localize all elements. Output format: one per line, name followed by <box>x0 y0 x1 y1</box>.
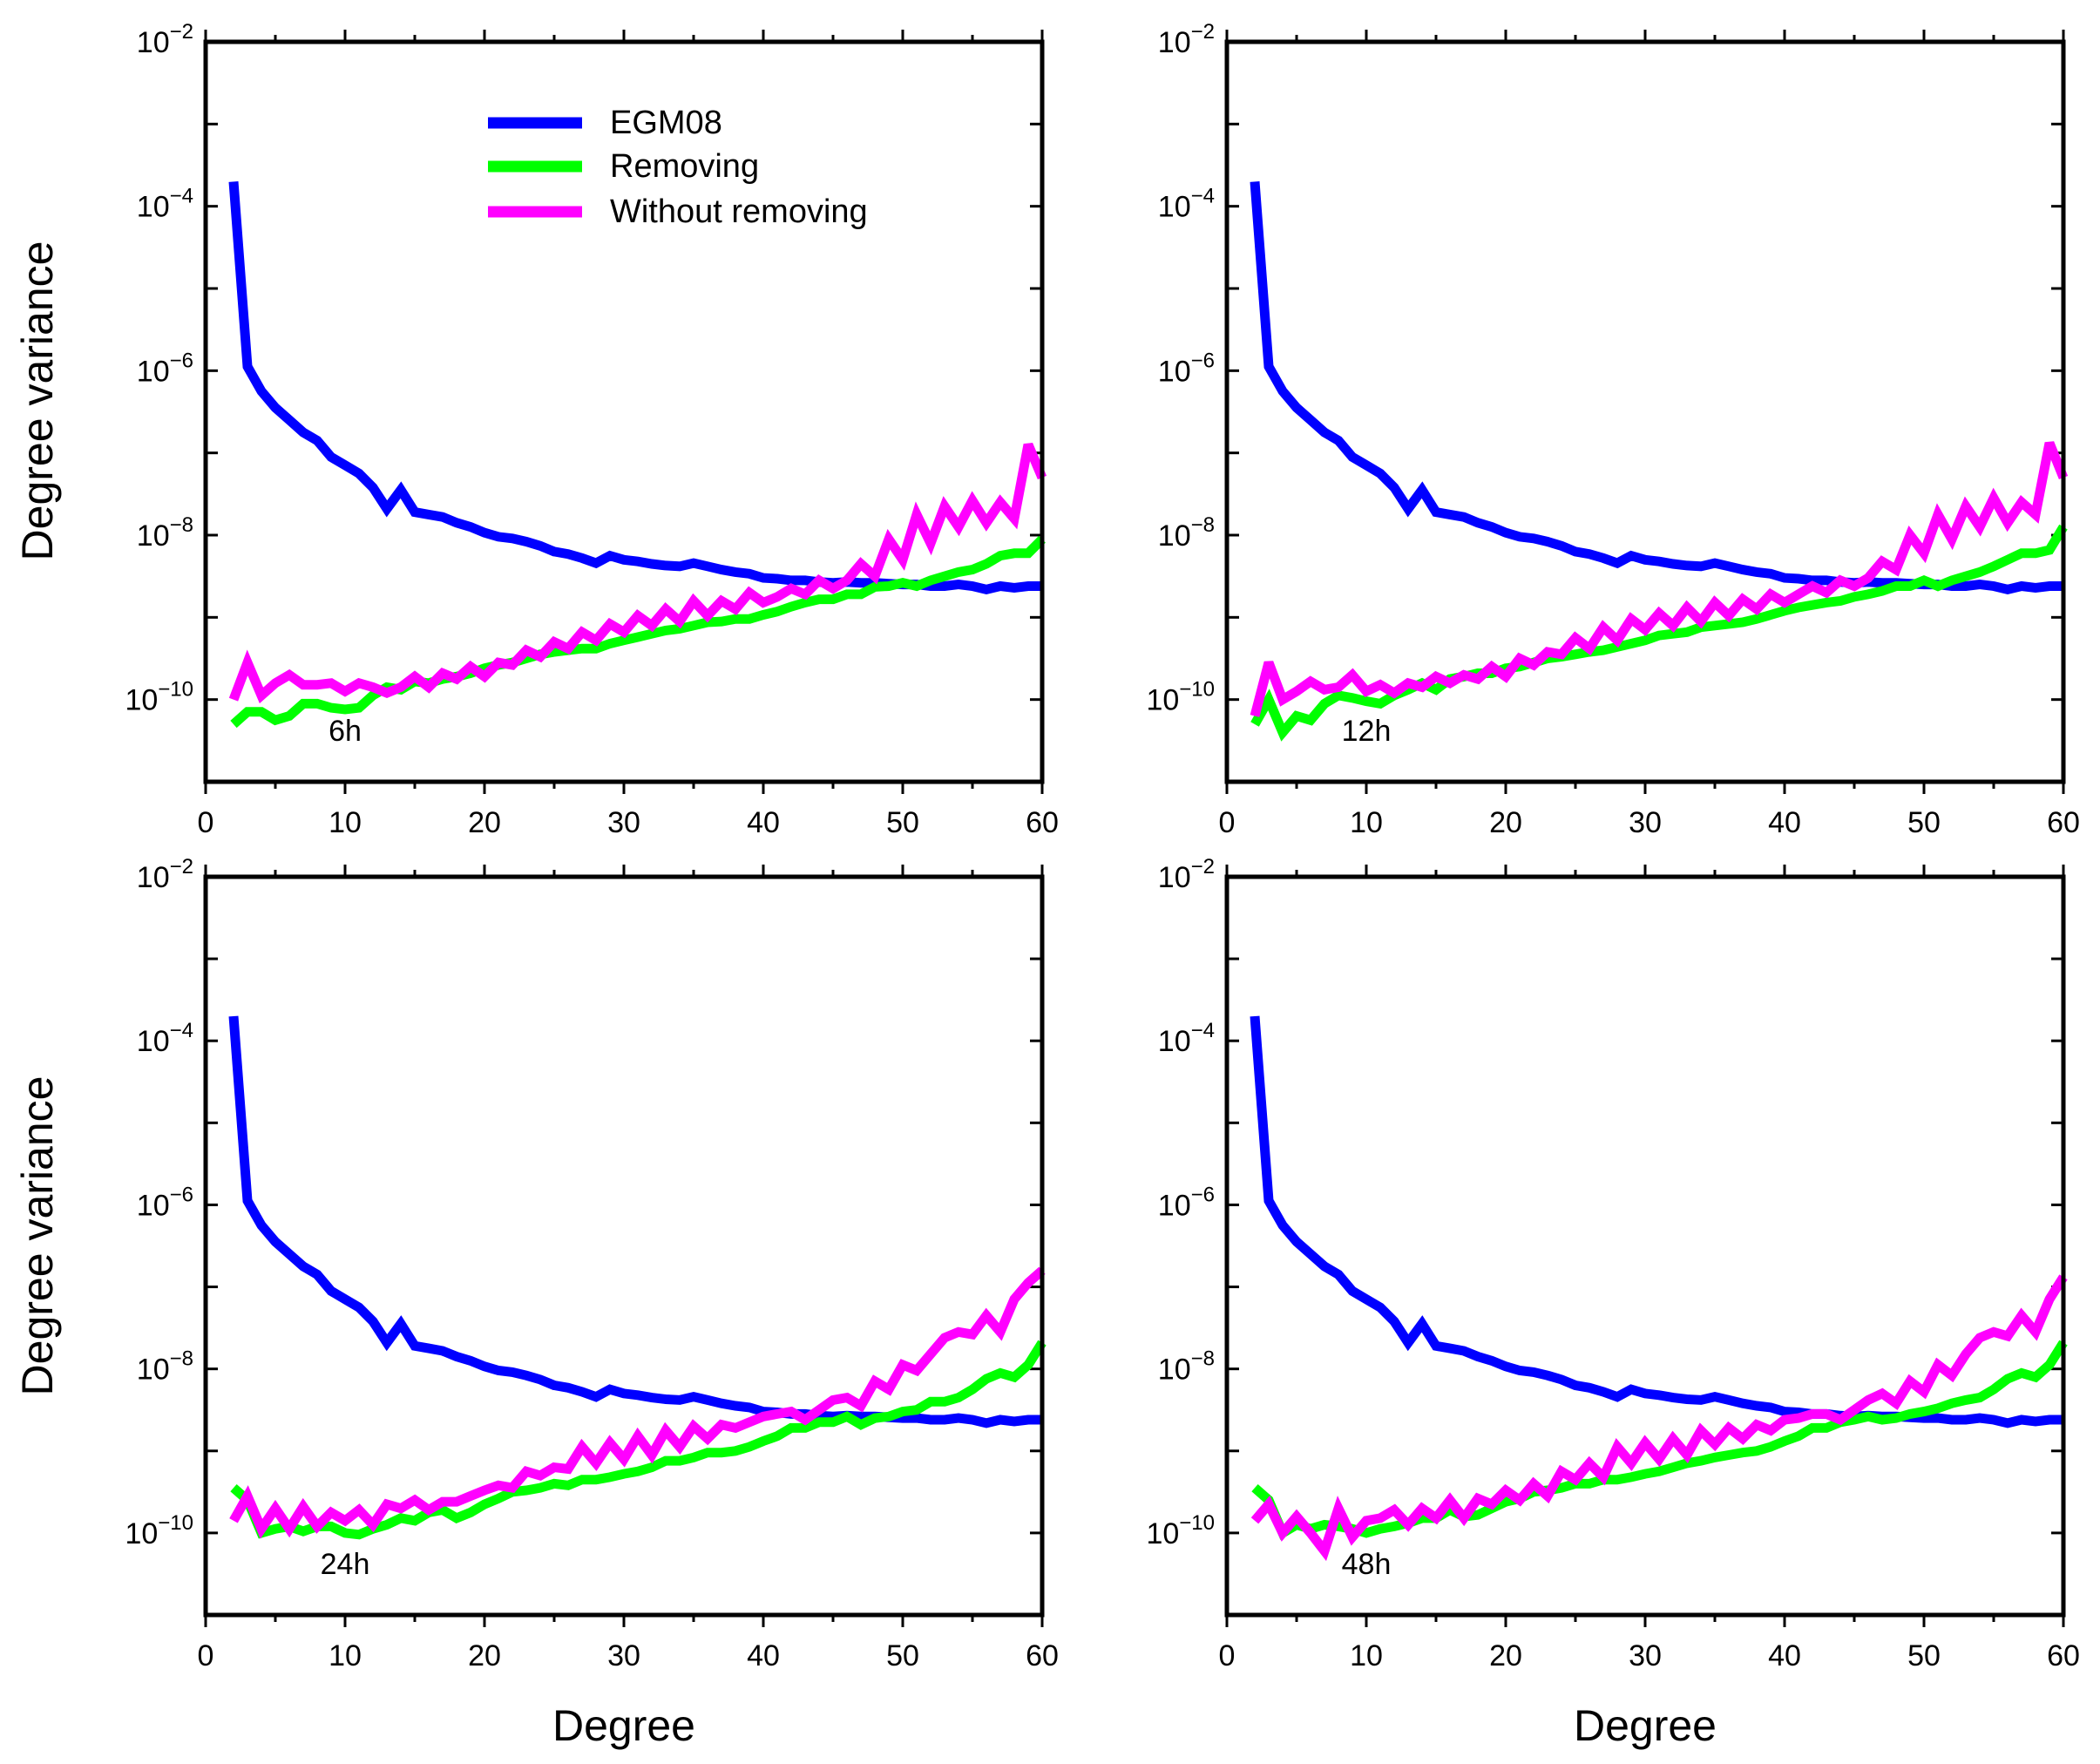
x-tick-label: 0 <box>1219 806 1236 839</box>
x-tick-label: 20 <box>468 806 501 839</box>
x-tick-label: 0 <box>198 1639 214 1672</box>
panel-label: 6h <box>329 715 362 748</box>
x-tick-label: 50 <box>1907 806 1941 839</box>
series-line-egm08 <box>228 1015 1042 1428</box>
plot-frame <box>203 39 1045 784</box>
series-line-removing <box>230 535 1046 729</box>
x-tick-label: 10 <box>329 806 362 839</box>
x-tick-label: 20 <box>1489 1639 1522 1672</box>
x-tick-label: 30 <box>1629 806 1662 839</box>
series-line-removing <box>1251 1340 2068 1540</box>
legend: EGM08 Removing Without removing <box>488 105 868 230</box>
x-tick-label: 10 <box>1350 1639 1383 1672</box>
legend-label-egm08: EGM08 <box>610 105 722 141</box>
x-tick-label: 30 <box>607 1639 640 1672</box>
series-line-removing <box>230 1340 1047 1540</box>
x-tick-label: 50 <box>886 1639 919 1672</box>
legend-label-removing: Removing <box>610 148 759 185</box>
series-line-without-removing <box>228 443 1047 704</box>
x-tick-label: 60 <box>1026 806 1059 839</box>
x-tick-label: 0 <box>1219 1639 1236 1672</box>
x-tick-label: 40 <box>747 1639 780 1672</box>
x-tick-label: 0 <box>198 806 214 839</box>
legend-label-without-removing: Without removing <box>610 193 868 230</box>
plot-frame <box>1224 874 2066 1618</box>
panel-label: 24h <box>321 1548 370 1581</box>
x-tick-label: 30 <box>607 806 640 839</box>
x-tick-label: 40 <box>1768 1639 1801 1672</box>
series-line-without-removing <box>1250 441 2069 717</box>
series-line-egm08 <box>1250 1015 2063 1428</box>
x-tick-label: 30 <box>1629 1639 1662 1672</box>
x-tick-label: 40 <box>1768 806 1801 839</box>
series-line-without-removing <box>1250 1274 2068 1562</box>
y-axis-title-top: Degree variance <box>13 241 62 561</box>
panel-label: 12h <box>1342 715 1392 748</box>
y-tick-label: 10−4 <box>1158 185 1215 224</box>
series-line-without-removing <box>229 1266 1046 1539</box>
plot-frame <box>203 874 1045 1618</box>
plot-frame <box>1224 39 2066 784</box>
x-tick-label: 50 <box>1907 1639 1941 1672</box>
x-tick-label: 10 <box>1350 806 1383 839</box>
x-tick-label: 60 <box>1026 1639 1059 1672</box>
x-axis-title-left: Degree <box>552 1701 695 1750</box>
x-tick-label: 20 <box>468 1639 501 1672</box>
y-axis-title-bottom: Degree variance <box>13 1076 62 1396</box>
x-axis-title-right: Degree <box>1574 1701 1717 1750</box>
panel-label: 48h <box>1342 1548 1392 1581</box>
series-line-removing <box>1250 524 2068 742</box>
y-tick-label: 10−8 <box>137 1347 193 1387</box>
x-tick-label: 60 <box>2047 806 2080 839</box>
x-tick-label: 20 <box>1489 806 1522 839</box>
x-tick-label: 40 <box>747 806 780 839</box>
x-tick-label: 50 <box>886 806 919 839</box>
x-tick-label: 60 <box>2047 1639 2080 1672</box>
x-tick-label: 10 <box>329 1639 362 1672</box>
